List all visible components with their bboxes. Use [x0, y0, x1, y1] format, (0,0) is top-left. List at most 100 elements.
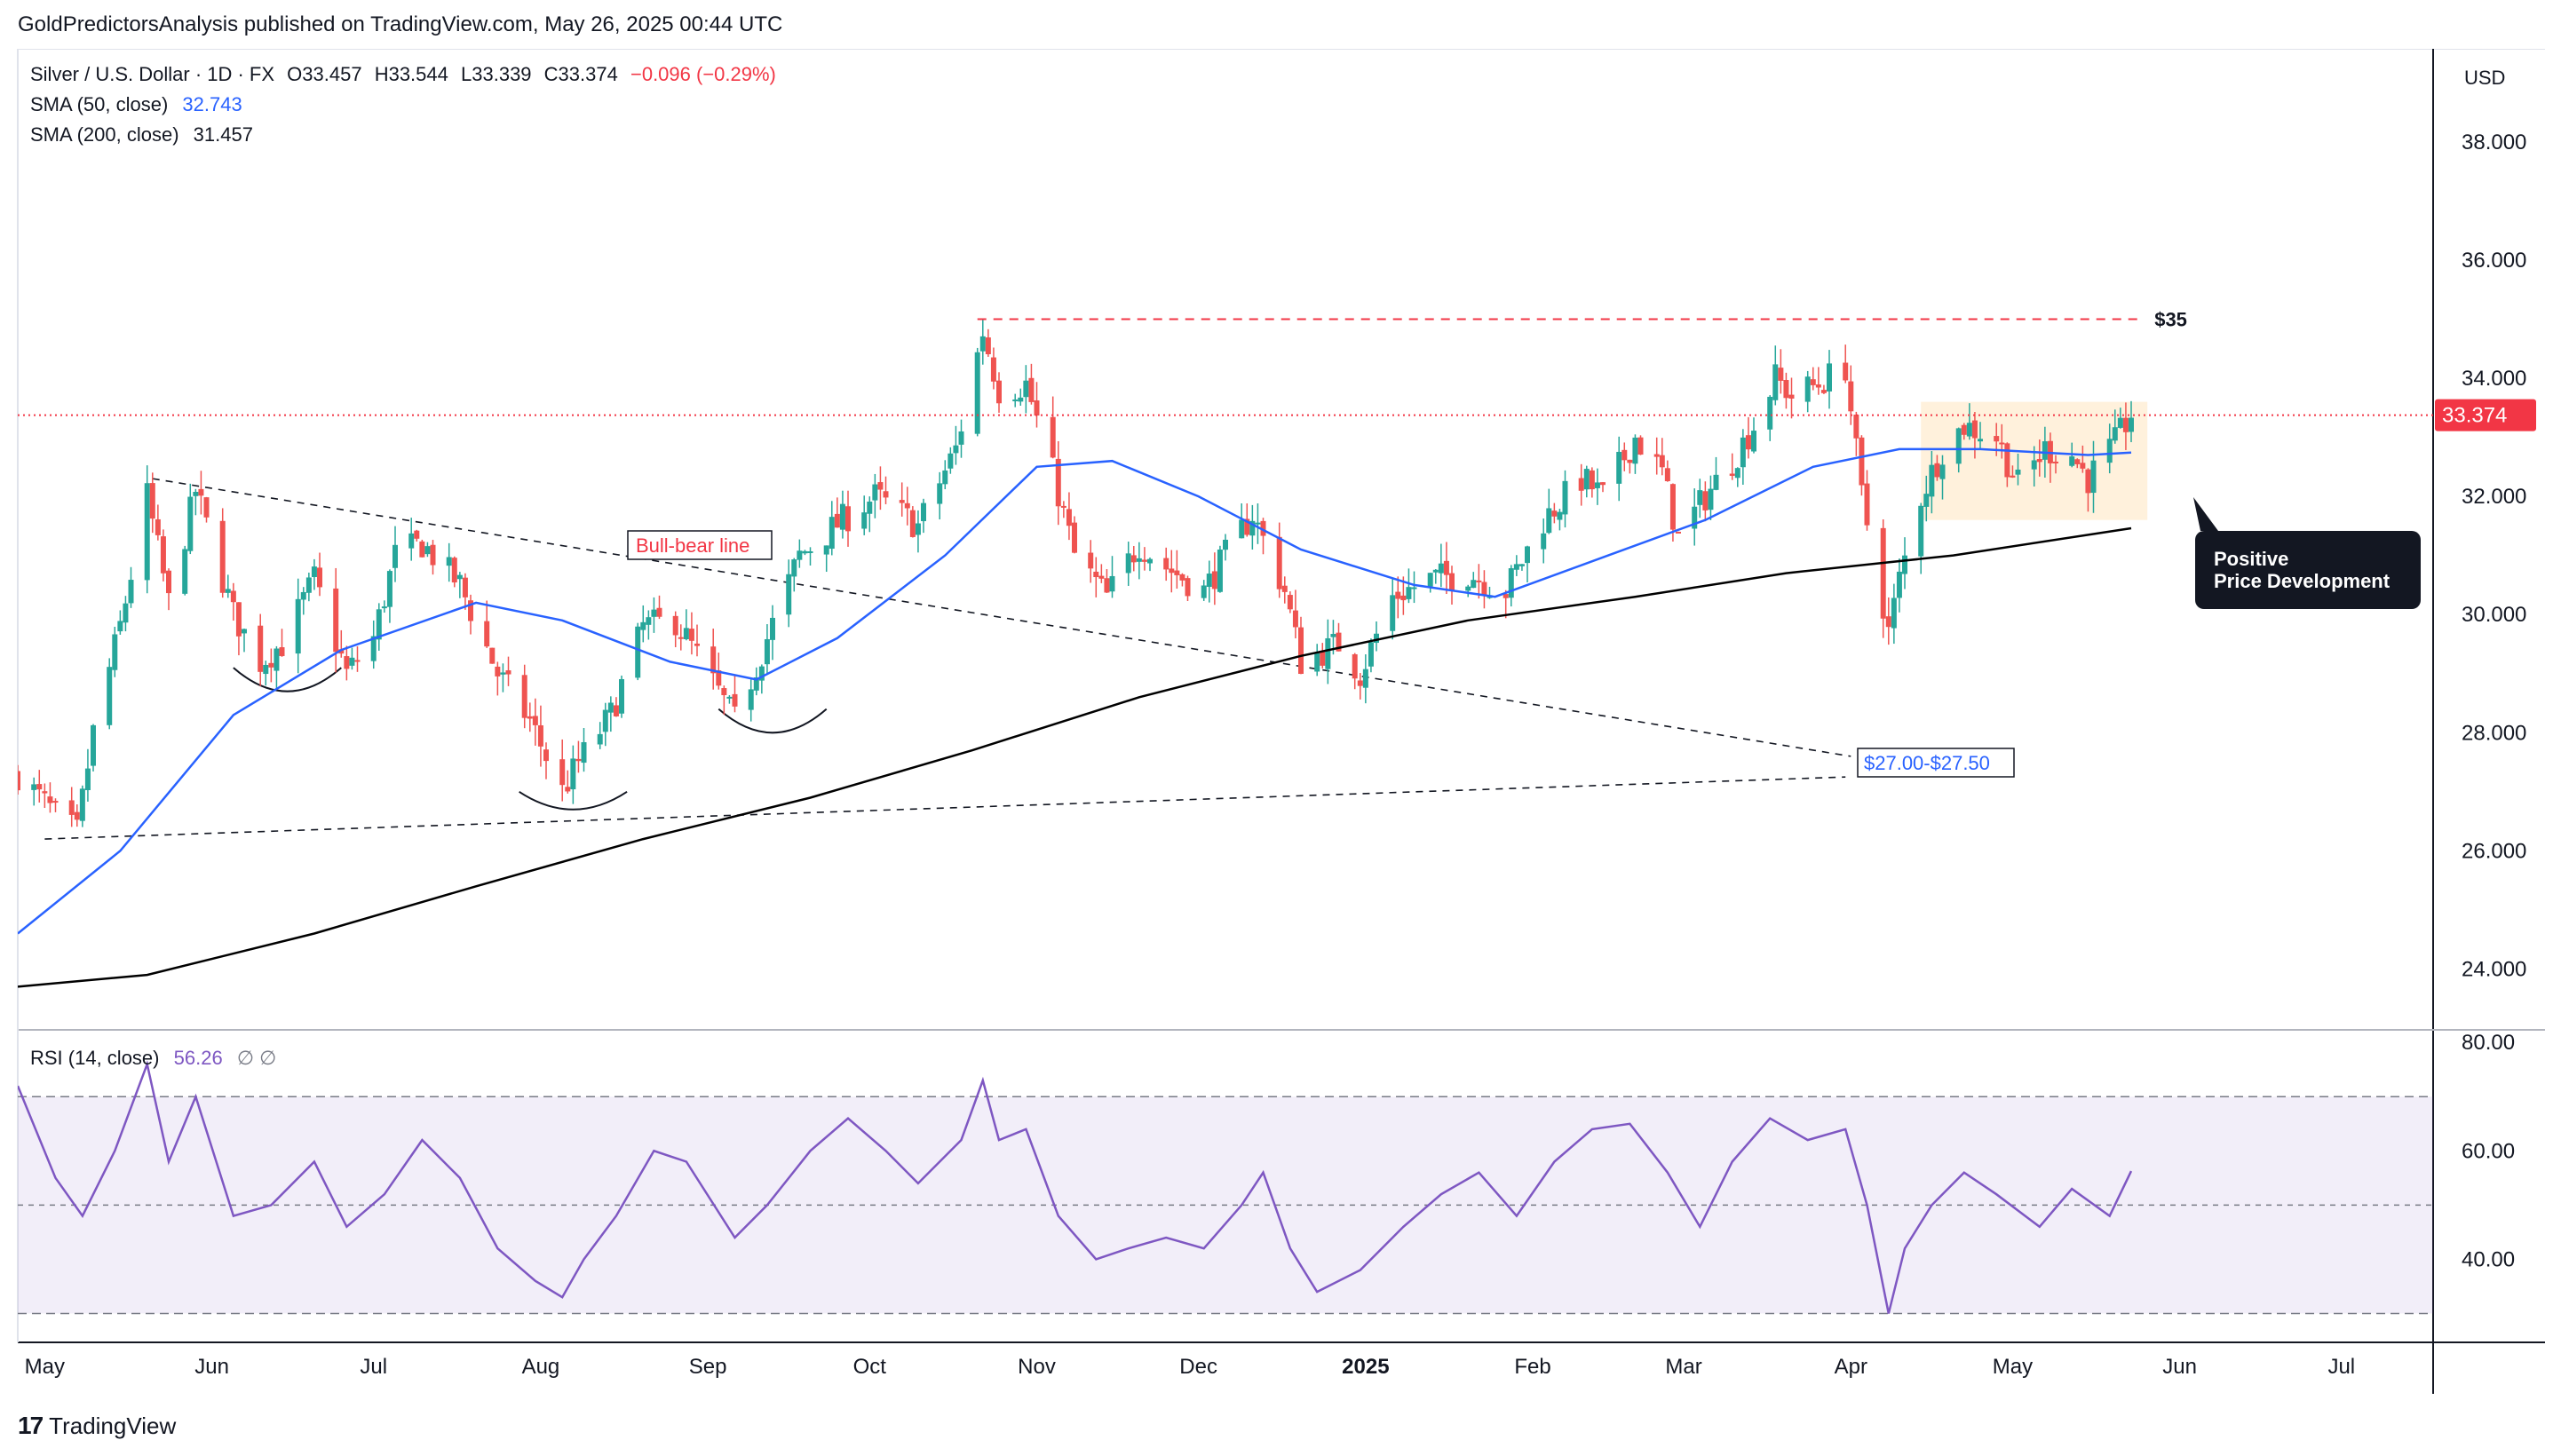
- candle-body-219: [1669, 484, 1676, 530]
- candle-body-89: [688, 629, 694, 641]
- time-axis[interactable]: May Jun Jul Aug Sep Oct Nov Dec 2025 Feb Mar Apr May…: [25, 1355, 2355, 1379]
- callout-box: [2195, 531, 2421, 609]
- candle-body-20: [166, 570, 171, 594]
- candle-body-98: [758, 666, 765, 681]
- last-price-value: 33.374: [2442, 404, 2507, 428]
- sma50-value: 32.743: [182, 93, 242, 115]
- candle-body-107: [829, 517, 835, 550]
- candle-body-164: [1255, 522, 1261, 525]
- legend-rsi: RSI (14, close) 56.26 ∅ ∅: [30, 1047, 276, 1069]
- candle-body-37: [300, 591, 306, 600]
- candle-body-8: [79, 788, 85, 821]
- candle-body-274: [2085, 469, 2091, 494]
- rsi-line: [18, 1060, 2133, 1314]
- candle-body-234: [1783, 380, 1789, 399]
- candle-body-262: [1999, 442, 2005, 445]
- candle-body-110: [845, 506, 851, 532]
- candle-body-7: [74, 811, 80, 820]
- candle-body-245: [1864, 483, 1870, 526]
- candle-body-75: [581, 741, 587, 764]
- candle-body-263: [2004, 443, 2010, 478]
- candle-body-272: [2074, 459, 2081, 464]
- candle-body-152: [1169, 568, 1175, 574]
- candle-body-221: [1692, 506, 1698, 529]
- candle-body-29: [235, 602, 242, 637]
- candle-body-183: [1400, 595, 1407, 601]
- time-tick-14: Jul: [2327, 1355, 2355, 1379]
- candle-body-184: [1406, 587, 1412, 599]
- candle-body-163: [1249, 520, 1256, 536]
- candle-body-92: [716, 670, 722, 686]
- tradingview-brand[interactable]: 17 TradingView: [18, 1412, 176, 1440]
- candle-body-86: [672, 615, 678, 636]
- candle-body-26: [219, 520, 226, 593]
- candle-body-261: [1994, 436, 2000, 442]
- candle-body-125: [958, 431, 964, 445]
- candle-body-256: [1955, 428, 1962, 464]
- candle-body-174: [1330, 634, 1336, 637]
- candle-body-70: [543, 749, 549, 762]
- candle-body-14: [123, 603, 129, 623]
- support-annotation[interactable]: $27.00-$27.50: [1857, 748, 2015, 778]
- rsi-tick-1: 60.00: [2462, 1139, 2515, 1163]
- close-value: C33.374: [544, 63, 618, 85]
- candle-body-280: [2129, 417, 2134, 432]
- candle-body-265: [2015, 469, 2021, 475]
- chart-svg[interactable]: USD 38.000 36.000 34.000 32.000 30.000 28.000…: [0, 48, 2561, 1407]
- candle-body-218: [1664, 468, 1670, 481]
- candle-body-228: [1740, 437, 1746, 468]
- candle-body-244: [1859, 437, 1865, 486]
- candle-body-217: [1659, 455, 1665, 468]
- candle-body-95: [732, 693, 738, 707]
- candle-body-122: [942, 470, 948, 485]
- candle-body-190: [1449, 573, 1455, 590]
- candle-body-100: [770, 617, 775, 640]
- candle-body-2: [36, 784, 43, 790]
- candle-body-138: [1060, 505, 1066, 508]
- rsi-extra: ∅ ∅: [237, 1047, 276, 1069]
- candle-body-156: [1201, 585, 1207, 598]
- candle-body-207: [1583, 469, 1590, 490]
- callout[interactable]: Positive Price Development: [2193, 497, 2421, 611]
- price-tick-7: 24.000: [2462, 957, 2526, 981]
- bull-bear-annotation[interactable]: Bull-bear line: [627, 530, 773, 560]
- sma50-line: [18, 447, 2132, 935]
- candle-body-1: [31, 784, 37, 790]
- candle-body-27: [225, 589, 231, 593]
- candle-body-130: [996, 380, 1002, 404]
- candle-body-25: [203, 497, 210, 518]
- candle-body-12: [112, 634, 118, 670]
- candle-body-90: [694, 643, 700, 646]
- candle-body-166: [1276, 536, 1282, 590]
- rsi-tick-2: 40.00: [2462, 1247, 2515, 1271]
- candle-body-39: [311, 566, 317, 577]
- candle-body-18: [155, 518, 161, 535]
- candle-body-255: [1939, 464, 1946, 479]
- candle-body-87: [678, 637, 684, 639]
- candle-body-33: [268, 662, 274, 668]
- time-tick-3: Aug: [522, 1355, 560, 1379]
- time-tick-7: Dec: [1179, 1355, 1217, 1379]
- candle-body-260: [1978, 439, 1983, 442]
- candle-body-61: [484, 621, 490, 647]
- rsi-tick-0: 80.00: [2462, 1031, 2515, 1055]
- candle-body-104: [802, 550, 808, 554]
- legend[interactable]: Silver / U.S. Dollar · 1D · FX O33.457 H…: [30, 63, 776, 1069]
- candle-body-23: [193, 492, 199, 496]
- candle-body-188: [1438, 563, 1444, 574]
- candle-body-191: [1465, 586, 1471, 591]
- candle-body-157: [1206, 574, 1212, 588]
- time-tick-4: Sep: [689, 1355, 727, 1379]
- candle-body-134: [1028, 377, 1035, 402]
- rsi-pane: [18, 1096, 2433, 1315]
- candle-body-167: [1281, 585, 1288, 592]
- legend-sma200: SMA (200, close) 31.457: [30, 123, 253, 146]
- candle-body-78: [607, 702, 614, 713]
- open-value: O33.457: [287, 63, 361, 85]
- candle-body-59: [462, 577, 468, 597]
- candle-body-264: [2010, 475, 2016, 478]
- price-axis[interactable]: 38.000 36.000 34.000 32.000 30.000 28.000 26.0…: [2462, 131, 2526, 982]
- candle-body-235: [1788, 394, 1795, 399]
- candle-body-13: [117, 621, 123, 632]
- candle-body-127: [979, 336, 986, 352]
